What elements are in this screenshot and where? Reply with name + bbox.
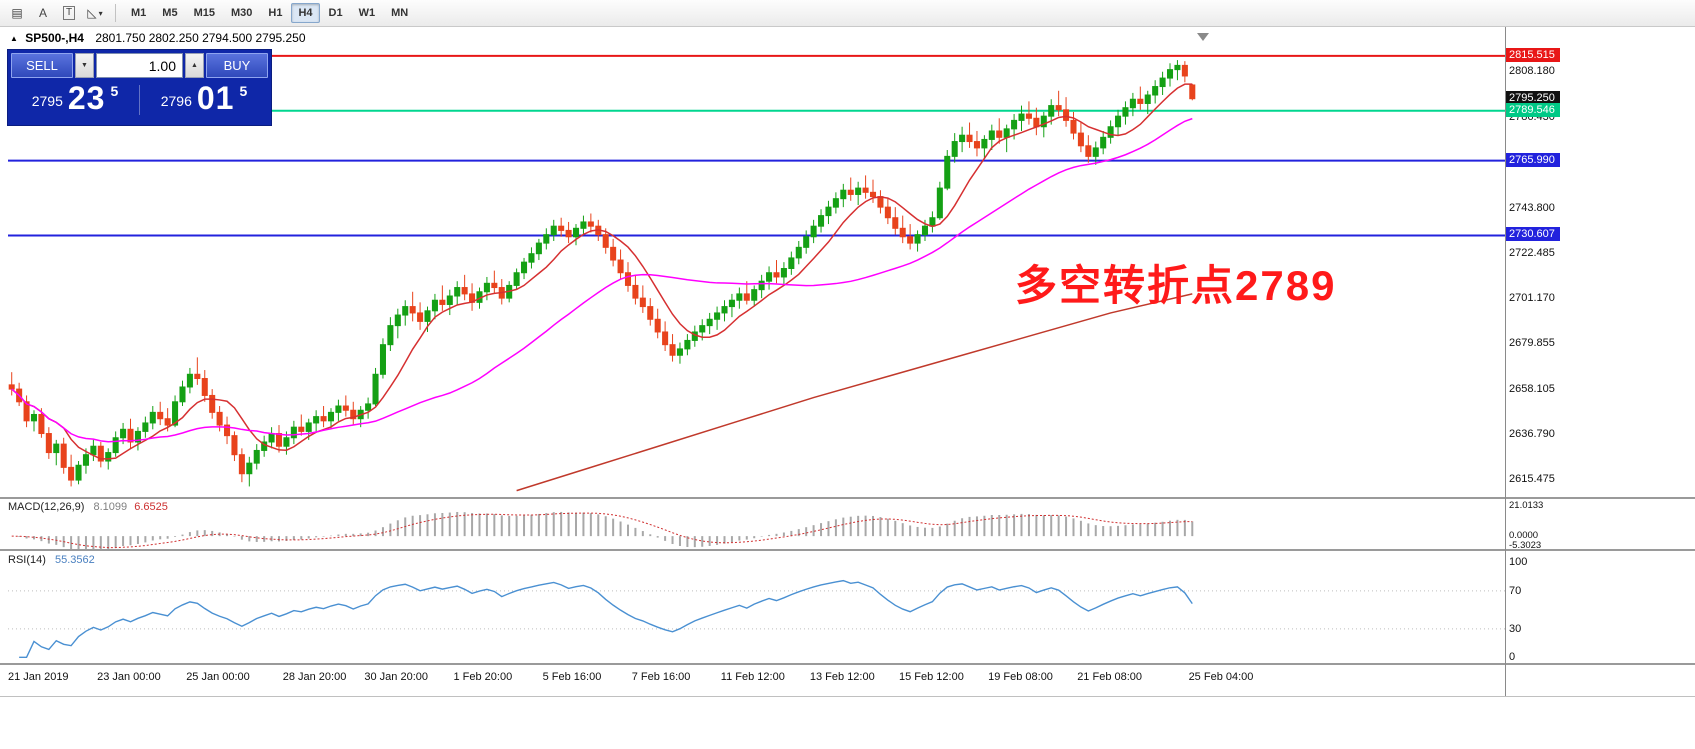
pane-divider [0,497,1695,500]
moving-averages [11,83,1193,492]
shift-marker-icon [1197,33,1209,41]
text-box-icon[interactable]: T [57,2,81,24]
sell-price: 2795 23 5 [11,82,139,119]
rsi-name: RSI(14) [8,554,46,566]
time-axis-label: 7 Feb 16:00 [631,671,691,683]
rsi-indicator-label: RSI(14) 55.3562 [8,554,95,566]
time-axis: 21 Jan 2019 23 Jan 00:00 25 Jan 00:00 28 Ja… [0,669,1695,696]
time-axis-label: 1 Feb 20:00 [453,671,513,683]
time-axis-label: 13 Feb 12:00 [809,671,875,683]
pane-divider [0,549,1695,552]
sell-price-big: 23 [67,79,106,116]
timeframe-button-h1[interactable]: H1 [261,3,289,23]
time-axis-label: 19 Feb 08:00 [988,671,1053,683]
volume-decrease-button[interactable]: ▼ [75,53,94,78]
time-axis-label: 30 Jan 20:00 [364,671,429,683]
chart-annotation: 多空转折点2789 [1015,262,1337,309]
macd-plot [11,511,1194,551]
price-divider [139,85,140,115]
markers [1197,33,1209,41]
shapes-dropdown-icon[interactable]: ◺ ▾ [83,2,107,24]
rsi-plot [8,579,1505,659]
timeframe-button-m5[interactable]: M5 [155,3,184,23]
chevron-down-icon: ▾ [98,8,103,18]
candles [8,60,1196,487]
buy-price-sup: 5 [239,82,248,99]
time-axis-label: 28 Jan 20:00 [282,671,347,683]
sell-button[interactable]: SELL [11,53,73,78]
ohlc-values: 2801.750 2802.250 2794.500 2795.250 [95,31,306,45]
timeframe-button-mn[interactable]: MN [384,3,415,23]
time-axis-label: 23 Jan 00:00 [97,671,161,683]
buy-button[interactable]: BUY [206,53,268,78]
one-click-trading-panel: SELL ▼ ▲ BUY 2795 23 5 2796 01 5 [8,50,271,125]
trade-controls-row: SELL ▼ ▲ BUY [11,53,268,78]
toolbar: ▤ A T ◺ ▾ M1 M5 M15 M30 H1 H4 D1 W1 MN [0,0,1695,27]
timeframe-button-w1[interactable]: W1 [352,3,383,23]
text-box-glyph: T [62,6,76,20]
time-axis-label: 25 Jan 00:00 [186,671,250,683]
time-axis-label: 11 Feb 12:00 [720,671,785,683]
timeframe-button-m1[interactable]: M1 [124,3,153,23]
timeframe-button-d1[interactable]: D1 [322,3,350,23]
buy-price-big: 01 [196,79,235,116]
shapes-glyph: ◺ [87,6,97,20]
line-studies-glyph: ▤ [11,6,23,20]
buy-price: 2796 01 5 [140,82,268,119]
timeframe-button-h4[interactable]: H4 [291,3,320,23]
time-axis-label: 15 Feb 12:00 [899,671,964,683]
time-axis-label: 21 Jan 2019 [8,671,69,683]
trade-prices-row: 2795 23 5 2796 01 5 [11,78,268,122]
macd-main-value: 8.1099 [93,501,128,513]
text-label-icon[interactable]: A [31,2,55,24]
volume-increase-button[interactable]: ▲ [185,53,204,78]
pane-divider [0,663,1695,666]
symbol-period-label: SP500-,H4 [25,31,84,45]
window-bottom-border [0,696,1695,697]
macd-signal-value: 6.6525 [134,501,168,513]
sell-price-sup: 5 [110,82,119,99]
sell-price-small: 2795 [31,92,63,109]
timeframe-button-m30[interactable]: M30 [224,3,259,23]
buy-price-small: 2796 [160,92,192,109]
axis-separator [1505,27,1506,696]
line-studies-icon[interactable]: ▤ [5,2,29,24]
timeframe-button-m15[interactable]: M15 [187,3,222,23]
time-axis-label: 25 Feb 04:00 [1188,671,1254,683]
macd-name: MACD(12,26,9) [8,501,85,513]
volume-input[interactable] [96,53,183,78]
time-axis-label: 5 Feb 16:00 [542,671,602,683]
text-label-glyph: A [38,6,47,20]
macd-indicator-label: MACD(12,26,9) 8.1099 6.6525 [8,501,168,513]
toolbar-separator [115,4,116,22]
chart-title: ▲ SP500-,H4 2801.750 2802.250 2794.500 2… [10,31,306,45]
timeframe-group: M1 M5 M15 M30 H1 H4 D1 W1 MN [123,3,416,23]
collapse-triangle-icon: ▲ [10,34,18,43]
time-axis-label: 21 Feb 08:00 [1077,671,1143,683]
rsi-value: 55.3562 [54,554,95,566]
